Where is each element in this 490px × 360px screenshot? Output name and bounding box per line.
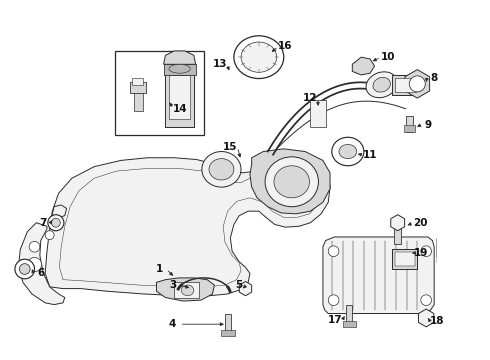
Text: 19: 19 <box>414 248 428 258</box>
Polygon shape <box>45 158 330 296</box>
Text: 9: 9 <box>424 120 432 130</box>
Ellipse shape <box>51 218 60 227</box>
Text: 14: 14 <box>173 104 188 114</box>
Ellipse shape <box>332 137 364 166</box>
Text: 16: 16 <box>278 41 293 51</box>
Text: 12: 12 <box>303 93 318 103</box>
Ellipse shape <box>234 36 284 78</box>
Ellipse shape <box>181 285 194 296</box>
Polygon shape <box>352 57 374 75</box>
Bar <box>395 252 415 266</box>
Bar <box>311 100 326 127</box>
Bar <box>134 93 143 111</box>
Text: 15: 15 <box>223 142 238 152</box>
Ellipse shape <box>209 159 234 180</box>
Text: 1: 1 <box>155 264 163 274</box>
Ellipse shape <box>274 166 310 198</box>
Bar <box>132 78 143 85</box>
Polygon shape <box>164 51 196 64</box>
Ellipse shape <box>409 76 425 92</box>
Bar <box>169 75 190 120</box>
Bar <box>395 78 416 92</box>
Text: 8: 8 <box>431 73 438 83</box>
Bar <box>174 282 199 298</box>
Polygon shape <box>59 168 321 287</box>
Ellipse shape <box>169 64 190 73</box>
Text: 3: 3 <box>169 280 176 290</box>
Bar <box>115 51 204 135</box>
Text: 5: 5 <box>236 280 243 290</box>
Text: 13: 13 <box>213 59 227 69</box>
Ellipse shape <box>27 257 42 272</box>
Ellipse shape <box>265 157 318 207</box>
Bar <box>164 64 196 75</box>
Text: 6: 6 <box>37 269 45 279</box>
Ellipse shape <box>373 77 391 92</box>
Text: 4: 4 <box>169 319 176 329</box>
Ellipse shape <box>241 42 277 72</box>
Bar <box>392 249 417 269</box>
Ellipse shape <box>328 295 339 306</box>
Ellipse shape <box>48 215 64 231</box>
Ellipse shape <box>29 242 40 252</box>
Ellipse shape <box>339 144 357 159</box>
Bar <box>165 69 194 127</box>
Polygon shape <box>250 149 330 214</box>
Text: 7: 7 <box>40 218 47 228</box>
Ellipse shape <box>45 231 54 240</box>
Bar <box>343 321 356 327</box>
Text: 18: 18 <box>430 316 444 326</box>
Polygon shape <box>52 205 67 217</box>
Bar <box>404 125 415 132</box>
Ellipse shape <box>366 72 397 98</box>
Text: 17: 17 <box>328 315 343 325</box>
Polygon shape <box>156 278 214 301</box>
Bar <box>392 75 419 95</box>
Polygon shape <box>19 223 65 305</box>
Bar <box>130 82 146 93</box>
Ellipse shape <box>202 152 241 187</box>
Bar <box>225 314 231 333</box>
Bar <box>394 225 401 244</box>
Text: 10: 10 <box>381 52 395 62</box>
Text: 20: 20 <box>414 218 428 228</box>
Ellipse shape <box>20 264 30 274</box>
Bar <box>406 116 413 132</box>
Ellipse shape <box>328 246 339 257</box>
Polygon shape <box>323 237 434 314</box>
Ellipse shape <box>15 259 34 279</box>
Text: 11: 11 <box>363 150 377 160</box>
Bar <box>221 329 235 336</box>
Bar <box>346 305 352 324</box>
Ellipse shape <box>421 295 432 306</box>
Ellipse shape <box>421 246 432 257</box>
